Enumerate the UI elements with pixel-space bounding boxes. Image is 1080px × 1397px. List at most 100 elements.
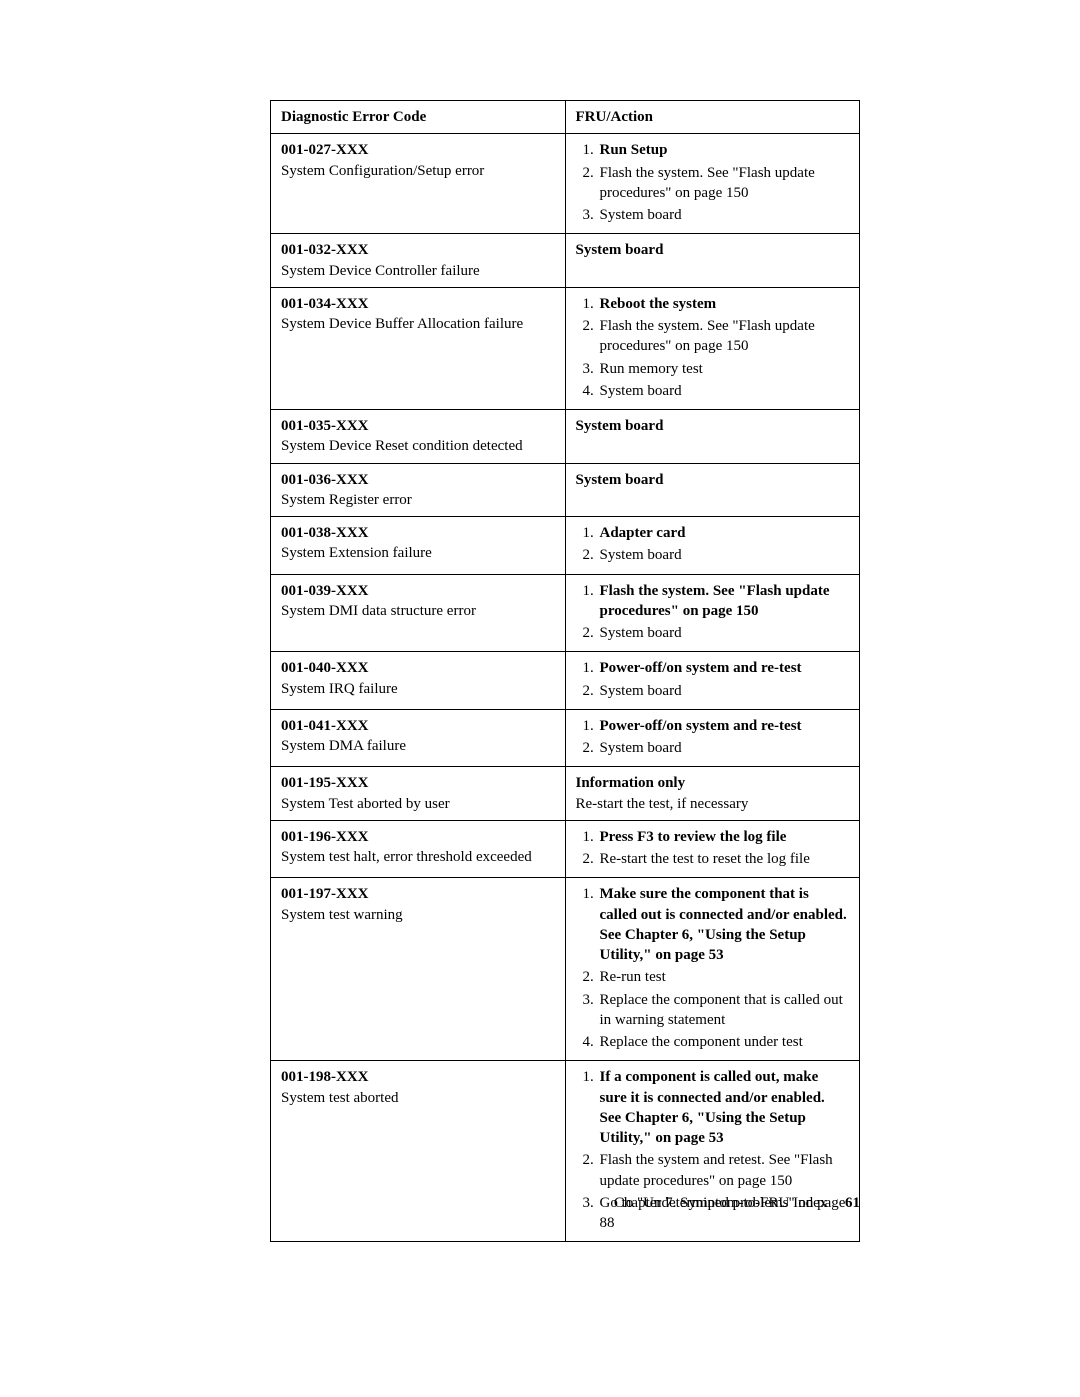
cell-code: 001-036-XXXSystem Register error [271,463,566,517]
cell-code: 001-027-XXX System Configuration/Setup er… [271,134,566,234]
action-list-item: If a component is called out, make sure … [598,1067,850,1148]
cell-action: System board [565,410,860,464]
cell-code: 001-041-XXX System DMA failure [271,709,566,767]
error-code: 001-036-XXX [281,472,369,488]
action-item-text: System board [600,740,682,756]
footer-chapter: Chapter 7. Symptom-to-FRU Index [614,1195,827,1211]
cell-code: 001-034-XXXSystem Device Buffer Allocati… [271,287,566,409]
error-description: System Device Buffer Allocation failure [281,316,523,332]
action-list-item: Re-start the test to reset the log file [598,849,850,869]
cell-code: 001-032-XXXSystem Device Controller fail… [271,234,566,288]
error-description: System DMA failure [281,738,406,754]
table-row: 001-195-XXX System Test aborted by user In… [271,767,860,821]
cell-action: System board [565,234,860,288]
table-row: 001-038-XXXSystem Extension failureAdapt… [271,517,860,575]
cell-action: Reboot the system Flash the system. See "… [565,287,860,409]
error-code: 001-195-XXX [281,775,369,791]
action-list: Reboot the system Flash the system. See "… [576,294,850,401]
cell-code: 001-040-XXX System IRQ failure [271,652,566,710]
error-description: System Device Controller failure [281,263,480,279]
error-code: 001-035-XXX [281,418,369,434]
action-bold-text: System board [576,418,664,434]
action-list: Press F3 to review the log file Re-start … [576,827,850,870]
action-list-item: Power-off/on system and re-test [598,658,850,678]
error-description: System DMI data structure error [281,603,476,619]
cell-code: 001-039-XXX System DMI data structure err… [271,574,566,652]
action-list-item: System board [598,545,850,565]
action-item-text: Flash the system. See "Flash update proc… [600,165,815,201]
action-item-text: Re-start the test to reset the log file [600,851,810,867]
table-row: 001-039-XXX System DMI data structure err… [271,574,860,652]
table-row: 001-040-XXX System IRQ failure Power-off/o… [271,652,860,710]
action-item-text: Power-off/on system and re-test [600,660,802,676]
action-bold-text: System board [576,472,664,488]
table-row: 001-032-XXXSystem Device Controller fail… [271,234,860,288]
action-list: Adapter card System board [576,523,850,566]
error-description: System test halt, error threshold exceed… [281,849,532,865]
action-list: Run Setup Flash the system. See "Flash up… [576,140,850,225]
action-item-text: If a component is called out, make sure … [600,1069,825,1146]
action-item-text: Power-off/on system and re-test [600,718,802,734]
action-item-text: Press F3 to review the log file [600,829,787,845]
action-list-item: Flash the system. See "Flash update proc… [598,316,850,357]
action-list-item: System board [598,623,850,643]
action-list-item: Replace the component under test [598,1032,850,1052]
cell-action: Flash the system. See "Flash update proc… [565,574,860,652]
action-item-text: Run memory test [600,361,703,377]
table-header-row: Diagnostic Error Code FRU/Action [271,101,860,134]
diagnostic-table: Diagnostic Error Code FRU/Action 001-027… [270,100,860,1242]
cell-code: 001-197-XXXSystem test warning [271,878,566,1061]
table-row: 001-035-XXXSystem Device Reset condition… [271,410,860,464]
cell-action: Power-off/on system and re-test System bo… [565,652,860,710]
action-item-text: Reboot the system [600,296,717,312]
cell-action: Run Setup Flash the system. See "Flash up… [565,134,860,234]
footer-page-number: 61 [845,1195,860,1211]
cell-code: 001-035-XXXSystem Device Reset condition… [271,410,566,464]
error-description: System test warning [281,907,403,923]
action-item-text: Flash the system. See "Flash update proc… [600,318,815,354]
error-description: System Extension failure [281,545,432,561]
cell-action: Power-off/on system and re-test System bo… [565,709,860,767]
action-list-item: Press F3 to review the log file [598,827,850,847]
action-list-item: Flash the system. See "Flash update proc… [598,163,850,204]
table-row: 001-198-XXXSystem test abortedIf a compo… [271,1061,860,1242]
cell-code: 001-195-XXX System Test aborted by user [271,767,566,821]
action-list-item: System board [598,381,850,401]
action-item-text: Run Setup [600,142,668,158]
action-item-text: Re-run test [600,969,666,985]
cell-action: Information onlyRe-start the test, if ne… [565,767,860,821]
cell-action: Press F3 to review the log file Re-start … [565,820,860,878]
error-code: 001-041-XXX [281,718,369,734]
action-item-text: System board [600,547,682,563]
error-code: 001-198-XXX [281,1069,369,1085]
action-item-text: Replace the component under test [600,1034,803,1050]
cell-action: Make sure the component that is called o… [565,878,860,1061]
action-list-item: Re-run test [598,967,850,987]
action-plain-text: Re-start the test, if necessary [576,796,749,812]
action-item-text: Adapter card [600,525,686,541]
error-description: System IRQ failure [281,681,398,697]
action-item-text: System board [600,207,682,223]
action-list-item: Adapter card [598,523,850,543]
action-bold-text: System board [576,242,664,258]
page-content: Diagnostic Error Code FRU/Action 001-027… [0,0,1080,1292]
action-list-item: Make sure the component that is called o… [598,884,850,965]
error-description: System Configuration/Setup error [281,163,484,179]
error-code: 001-039-XXX [281,583,369,599]
action-list-item: System board [598,681,850,701]
table-row: 001-196-XXXSystem test halt, error thres… [271,820,860,878]
action-list-item: Power-off/on system and re-test [598,716,850,736]
action-item-text: Flash the system. See "Flash update proc… [600,583,830,619]
error-code: 001-040-XXX [281,660,369,676]
action-list: Make sure the component that is called o… [576,884,850,1052]
action-item-text: Flash the system and retest. See "Flash … [600,1152,833,1188]
action-list: Power-off/on system and re-test System bo… [576,716,850,759]
error-code: 001-027-XXX [281,142,369,158]
error-description: System Test aborted by user [281,796,450,812]
table-row: 001-197-XXXSystem test warning Make sure … [271,878,860,1061]
action-list-item: System board [598,738,850,758]
action-item-text: System board [600,383,682,399]
action-item-text: Make sure the component that is called o… [600,886,847,963]
cell-action: If a component is called out, make sure … [565,1061,860,1242]
action-list-item: Flash the system and retest. See "Flash … [598,1150,850,1191]
